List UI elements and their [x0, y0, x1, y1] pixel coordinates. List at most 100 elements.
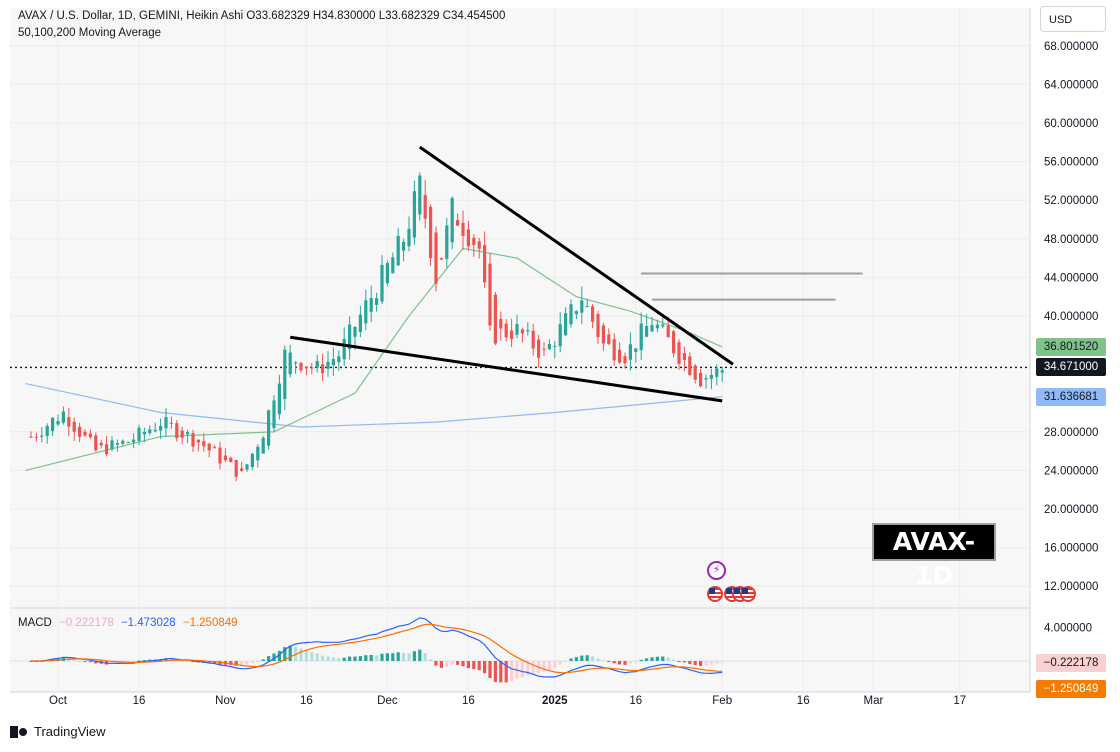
candle-body [439, 258, 443, 260]
macd-hist-bar [628, 661, 632, 664]
candle-body [601, 325, 605, 344]
currency-button[interactable]: USD [1040, 6, 1106, 32]
candle-body [504, 323, 508, 338]
lightning-icon[interactable]: ⚡ [707, 561, 726, 580]
candle-body [407, 228, 411, 247]
macd-hist-bar [623, 661, 627, 665]
candle-body [672, 331, 676, 354]
candle-body [639, 323, 643, 351]
macd-hist-bar [510, 661, 514, 682]
candle-body [337, 356, 341, 363]
macd-hist-bar [245, 661, 249, 665]
price-axis: 68.000000 64.000000 60.000000 56.000000 52.0… [1044, 41, 1098, 635]
candle-body [61, 411, 65, 423]
candle-body [607, 334, 611, 344]
candle-body [110, 440, 114, 450]
macd-hist-bar [261, 659, 265, 661]
macd-hist-bar [574, 657, 578, 661]
candle-body [321, 364, 325, 374]
time-tick-label: Dec [377, 695, 398, 707]
candle-body [574, 311, 578, 315]
candle-body [591, 306, 595, 322]
candle-body [645, 326, 649, 337]
macd-hist-bar [67, 658, 71, 661]
candle-body [537, 339, 541, 358]
macd-hist-bar [234, 661, 238, 666]
macd-hist-bar [650, 657, 654, 661]
candle-body [580, 300, 584, 313]
candle-body [450, 198, 454, 243]
candle-body [261, 437, 265, 454]
macd-hist-bar [596, 658, 600, 661]
candle-body [699, 372, 703, 387]
signal-line [31, 623, 723, 674]
candle-body [472, 237, 476, 246]
macd-hist-bar [396, 652, 400, 661]
candle-body [115, 443, 119, 445]
candle-body [385, 263, 389, 284]
macd-hist-bar [180, 660, 184, 662]
candle-body [304, 366, 308, 369]
candle-body [547, 343, 551, 350]
candle-body [693, 365, 697, 380]
macd-hist-bar [704, 661, 708, 666]
macd-hist-bar [666, 657, 670, 661]
macd-hist-bar [456, 661, 460, 665]
us-flag-icon[interactable] [740, 586, 756, 602]
price-tick-label: 12.000000 [1044, 581, 1098, 593]
candle-body [515, 324, 519, 335]
macd-hist-bar [391, 653, 395, 661]
price-tick-label: 60.000000 [1044, 118, 1098, 130]
candle-body [499, 319, 503, 329]
candle-body [488, 263, 492, 326]
candle-body [466, 229, 470, 247]
brand-label: TradingView [34, 724, 106, 739]
macd-hist-bar [294, 646, 298, 661]
macd-hist-bar [688, 661, 692, 664]
time-tick-label: 17 [953, 695, 966, 707]
macd-hist-bar [445, 661, 449, 667]
macd-hist-bar [715, 661, 719, 664]
time-tick-label: 16 [629, 695, 642, 707]
time-tick-label: Oct [49, 695, 68, 707]
price-tick-label: 64.000000 [1044, 79, 1098, 91]
candle-body [148, 429, 152, 434]
macd-hist-bar [634, 661, 638, 663]
candle-body [688, 356, 692, 375]
time-tick-label: Mar [863, 695, 883, 707]
candle-body [612, 339, 616, 361]
candle-body [29, 436, 33, 438]
macd-hist-bar [299, 648, 303, 661]
us-flag-icon[interactable] [707, 586, 723, 602]
chart-background [10, 8, 1030, 692]
candle-body [51, 417, 55, 432]
macd-hist-tag: −0.222178 [1036, 653, 1106, 672]
macd-hist-bar [439, 661, 443, 668]
candle-body [585, 306, 589, 308]
macd-hist-bar [326, 656, 330, 661]
macd-hist-bar [461, 661, 465, 667]
wedge-upper-trendline [418, 145, 734, 366]
candle-body [429, 206, 433, 259]
candle-body [553, 345, 557, 347]
candle-body [661, 324, 665, 327]
macd-hist-bar [542, 661, 546, 672]
candle-body [569, 304, 573, 325]
macd-hist-bar [72, 659, 76, 661]
macd-hist-bar [591, 656, 595, 661]
tradingview-brand[interactable]: TradingView [10, 724, 106, 739]
candle-body [391, 257, 395, 274]
macd-line-value: −1.473028 [120, 617, 176, 629]
macd-hist-bar [83, 661, 87, 662]
macd-hist-bar [612, 661, 616, 664]
time-tick-label: Feb [712, 695, 732, 707]
candle-body [186, 432, 190, 435]
candle-body [202, 441, 206, 447]
candle-body [137, 427, 141, 441]
macd-hist-bar [78, 660, 82, 662]
macd-hist-bar [364, 655, 368, 661]
candle-body [358, 314, 362, 332]
candle-body [88, 433, 92, 438]
candle-body [132, 439, 136, 443]
